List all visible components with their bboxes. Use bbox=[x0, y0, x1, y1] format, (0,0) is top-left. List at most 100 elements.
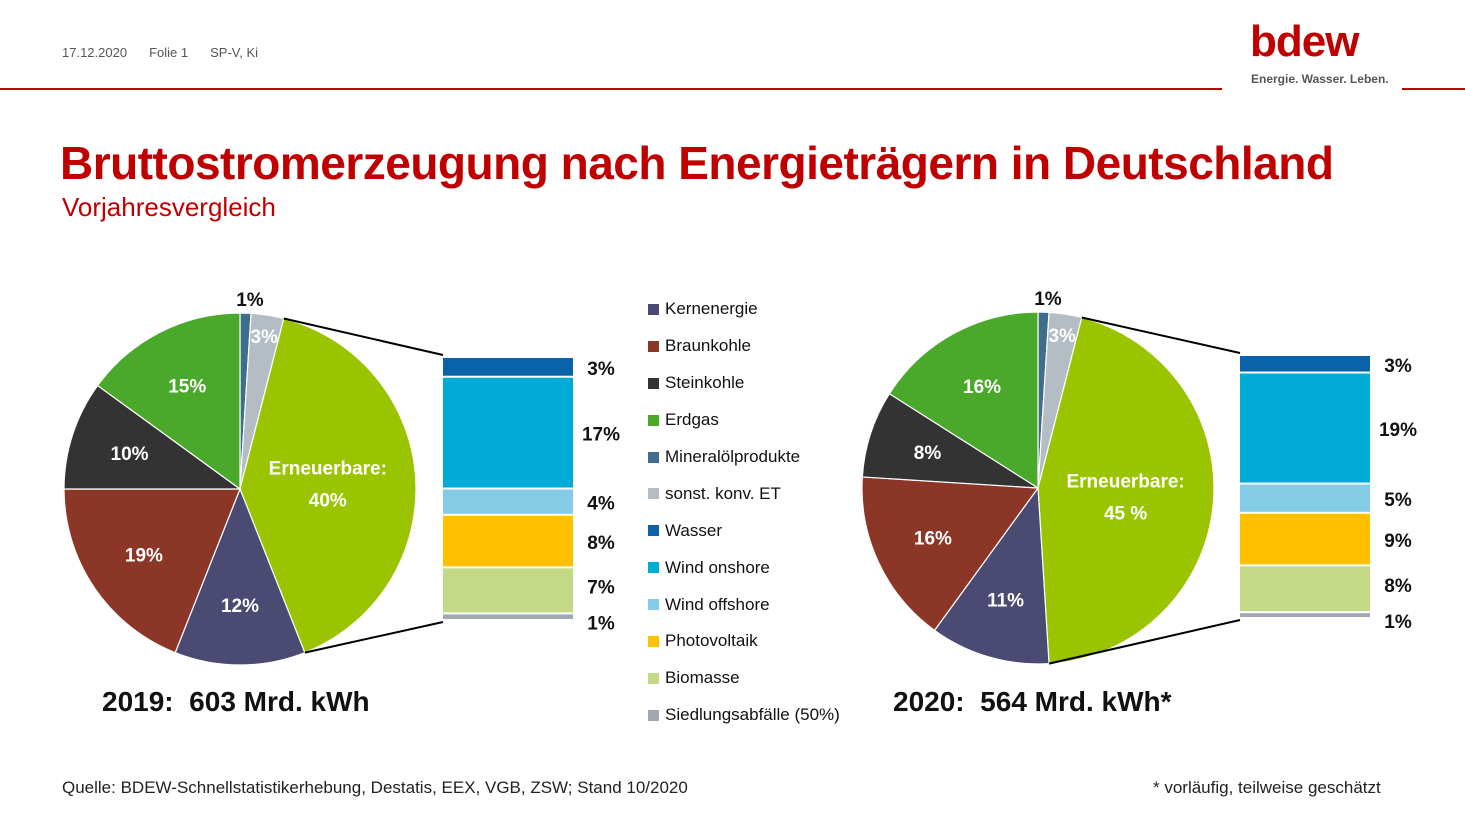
bar-data-label: 19% bbox=[1379, 420, 1417, 441]
pie-slice bbox=[933, 486, 1050, 665]
legend-swatch bbox=[648, 562, 659, 574]
pie-data-label: 3% bbox=[1048, 326, 1076, 347]
bar-data-label: 7% bbox=[587, 577, 615, 598]
legend-label: Braunkohle bbox=[665, 336, 752, 356]
legend-item: Steinkohle bbox=[648, 365, 840, 402]
footnote: * vorläufig, teilweise geschätzt bbox=[1153, 778, 1381, 797]
connector-line-top bbox=[283, 317, 444, 356]
legend-swatch bbox=[648, 709, 659, 721]
slide-date: 17.12.2020 bbox=[62, 45, 128, 60]
legend-item: Wind onshore bbox=[648, 549, 840, 586]
stacked-bar-segment bbox=[443, 614, 573, 619]
total-2019: 2019: 603 Mrd. kWh bbox=[102, 686, 370, 717]
legend-item: Wasser bbox=[648, 512, 840, 549]
stacked-bar-segment bbox=[1240, 513, 1370, 565]
legend-swatch bbox=[648, 525, 659, 537]
pie-slice bbox=[96, 312, 241, 491]
pie-data-label: 8% bbox=[914, 443, 942, 464]
legend-swatch bbox=[648, 303, 659, 315]
legend-item: Photovoltaik bbox=[648, 623, 840, 660]
legend-swatch bbox=[648, 599, 659, 611]
pie-data-label: 1% bbox=[1034, 289, 1062, 310]
pie-slice bbox=[861, 392, 1039, 489]
legend-label: Steinkohle bbox=[665, 373, 745, 393]
header-rule-right bbox=[1402, 88, 1465, 90]
pie-data-label: 3% bbox=[250, 327, 278, 348]
legend-item: Erdgas bbox=[648, 402, 840, 439]
legend-swatch bbox=[648, 635, 659, 647]
legend-swatch bbox=[648, 414, 659, 426]
chart-legend: Kernenergie Braunkohle Steinkohle Erdgas Min… bbox=[648, 291, 840, 734]
bar-data-label: 8% bbox=[587, 533, 615, 554]
bar-data-label: 17% bbox=[582, 425, 620, 446]
bar-data-label: 8% bbox=[1384, 576, 1412, 597]
legend-swatch bbox=[648, 340, 659, 352]
legend-item: Braunkohle bbox=[648, 328, 840, 365]
legend-label: Biomasse bbox=[665, 668, 740, 688]
bar-data-label: 3% bbox=[1384, 356, 1412, 377]
connector-line-top bbox=[1081, 316, 1241, 354]
legend-label: Wind offshore bbox=[665, 594, 770, 614]
legend-item: Siedlungsabfälle (50%) bbox=[648, 697, 840, 734]
stacked-bar-segment bbox=[443, 568, 573, 613]
legend-item: Biomasse bbox=[648, 660, 840, 697]
pie-slice bbox=[63, 384, 242, 490]
legend-label: Erdgas bbox=[665, 410, 719, 430]
stacked-bar-segment bbox=[1240, 484, 1370, 512]
slide-number: Folie 1 bbox=[149, 45, 189, 60]
legend-item: Kernenergie bbox=[648, 291, 840, 328]
connector-line-bottom bbox=[1048, 619, 1241, 665]
legend-item: Wind offshore bbox=[648, 586, 840, 623]
stacked-bar-segment bbox=[1240, 356, 1370, 372]
bar-data-label: 5% bbox=[1384, 490, 1412, 511]
pie-data-label: 1% bbox=[236, 290, 264, 311]
stacked-bar-segment bbox=[1240, 373, 1370, 483]
stacked-bar-segment bbox=[1240, 613, 1370, 617]
bdew-logo: bdew bbox=[1250, 17, 1359, 66]
pie-data-label: 45 % bbox=[1104, 503, 1147, 524]
pie-data-label: 10% bbox=[111, 444, 149, 465]
legend-label: Mineralölprodukte bbox=[665, 447, 801, 466]
stacked-bar-segment bbox=[443, 515, 573, 567]
legend-item: Mineralölprodukte bbox=[648, 439, 840, 476]
pie-data-label: 11% bbox=[987, 591, 1024, 612]
slide-author: SP-V, Ki bbox=[210, 45, 259, 60]
stacked-bar-segment bbox=[443, 377, 573, 488]
pie-data-label: 19% bbox=[125, 545, 163, 566]
stacked-bar-segment bbox=[443, 489, 573, 514]
stacked-bar-segment bbox=[1240, 566, 1370, 612]
legend-label: Wasser bbox=[665, 520, 722, 540]
slide-meta: 17.12.2020 Folie 1 SP-V, Ki bbox=[62, 45, 258, 60]
source-note: Quelle: BDEW-Schnellstatistikerhebung, D… bbox=[62, 778, 688, 797]
pie-slice bbox=[861, 476, 1040, 632]
pie-slice bbox=[174, 487, 306, 666]
pie-data-label: 12% bbox=[221, 596, 259, 617]
legend-label: sonst. konv. ET bbox=[665, 483, 781, 503]
slide-subtitle: Vorjahresvergleich bbox=[62, 192, 276, 222]
connector-line-bottom bbox=[304, 621, 444, 654]
pie-data-label: 16% bbox=[963, 377, 1001, 398]
legend-label: Kernenergie bbox=[665, 299, 758, 319]
stacked-bar-segment bbox=[443, 358, 573, 376]
bar-data-label: 4% bbox=[587, 494, 615, 515]
bar-data-label: 1% bbox=[587, 614, 615, 635]
pie-slice bbox=[63, 488, 241, 654]
logo-tagline: Energie. Wasser. Leben. bbox=[1251, 72, 1389, 86]
legend-label: Photovoltaik bbox=[665, 631, 758, 651]
pie-data-label: Erneuerbare: bbox=[1066, 471, 1184, 492]
legend-label: Siedlungsabfälle (50%) bbox=[665, 705, 840, 725]
legend-swatch bbox=[648, 377, 659, 389]
legend-item: sonst. konv. ET bbox=[648, 475, 840, 512]
slide-title: Bruttostromerzeugung nach Energieträgern… bbox=[60, 137, 1334, 189]
legend-swatch bbox=[648, 451, 659, 463]
pie-slice bbox=[888, 311, 1039, 490]
bar-data-label: 9% bbox=[1384, 531, 1412, 552]
bar-data-label: 3% bbox=[587, 359, 615, 380]
bar-data-label: 1% bbox=[1384, 612, 1412, 633]
pie-slice bbox=[1037, 316, 1215, 665]
pie-slice bbox=[239, 317, 417, 654]
legend-label: Wind onshore bbox=[665, 557, 770, 577]
pie-data-label: Erneuerbare: bbox=[269, 458, 387, 479]
legend-swatch bbox=[648, 672, 659, 684]
pie-data-label: 40% bbox=[309, 490, 347, 511]
